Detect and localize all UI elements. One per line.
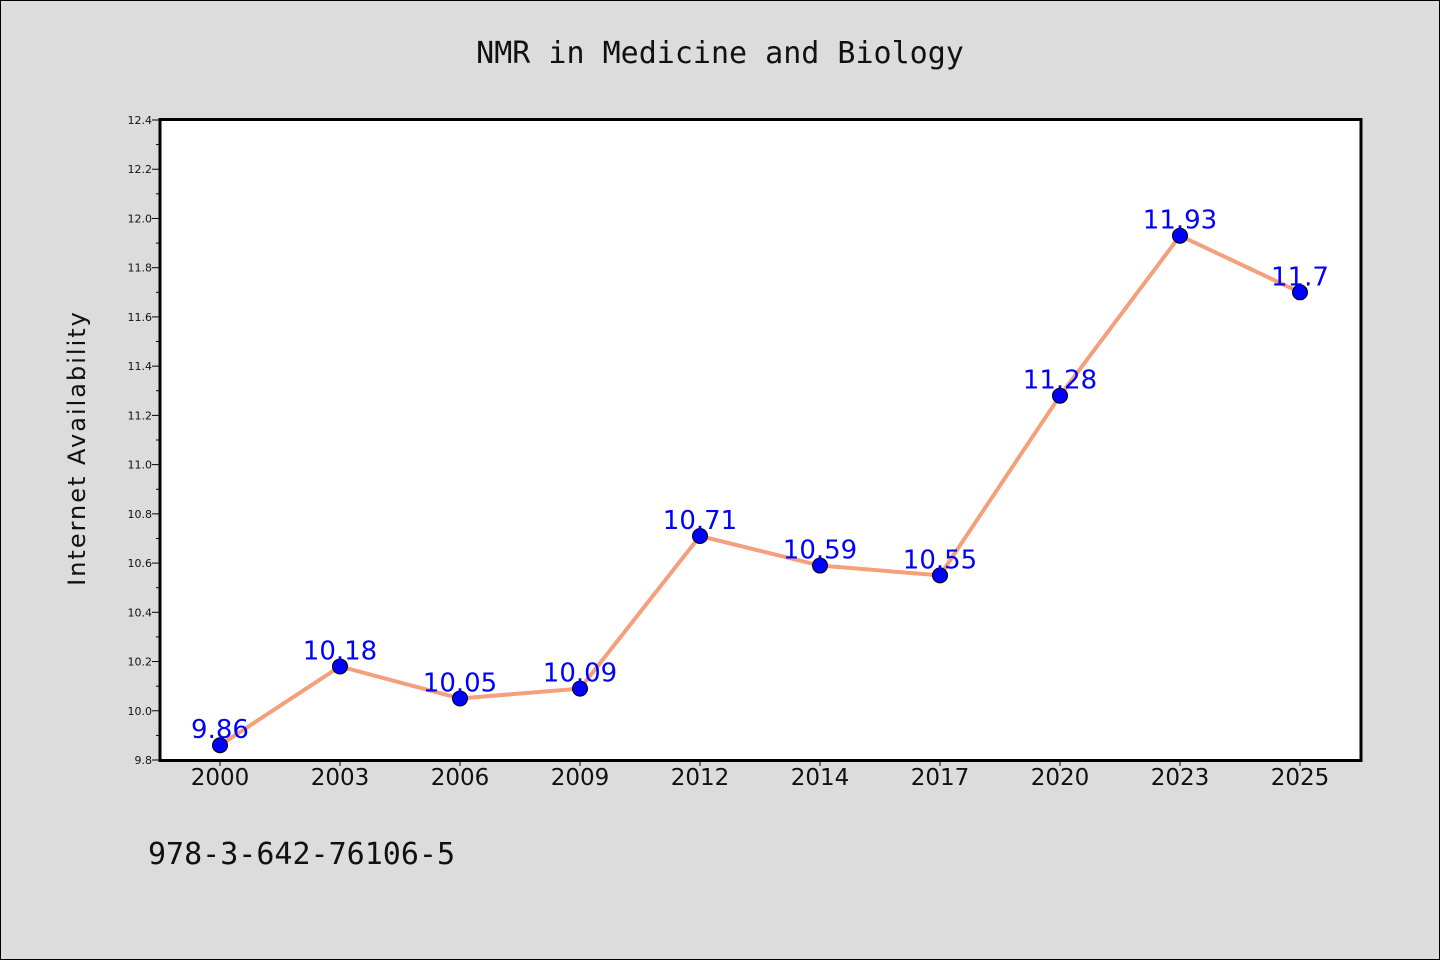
y-tick-label: 10.8 xyxy=(128,508,153,521)
y-tick-label: 10.6 xyxy=(128,557,153,570)
data-point xyxy=(1292,284,1308,301)
x-tick-label: 2020 xyxy=(1031,765,1090,791)
y-tick-label: 11.0 xyxy=(128,459,153,472)
data-point xyxy=(332,658,348,675)
y-tick-label: 10.2 xyxy=(128,656,153,669)
x-tick-label: 2023 xyxy=(1151,765,1210,791)
y-axis-ticks: 9.8 10.0 10.2 10.4 10.6 10.8 11.0 11.2 11.4 11.6 1… xyxy=(128,114,160,767)
x-tick-label: 2014 xyxy=(791,765,850,791)
y-tick-label: 9.8 xyxy=(135,754,153,767)
x-tick-label: 2006 xyxy=(431,765,490,791)
x-tick-label: 2025 xyxy=(1271,765,1330,791)
data-label: 10.55 xyxy=(903,545,977,575)
x-tick-label: 2017 xyxy=(911,765,970,791)
data-point xyxy=(692,528,708,544)
data-label: 10.59 xyxy=(783,536,857,566)
series-line-group xyxy=(218,233,1301,747)
y-tick-label: 11.8 xyxy=(128,262,153,275)
y-tick-label: 11.4 xyxy=(128,360,153,373)
data-label: 11.93 xyxy=(1143,206,1217,236)
x-tick-label: 2012 xyxy=(671,765,730,791)
data-label: 10.05 xyxy=(423,668,497,698)
x-axis-ticks: 2000 2003 2006 2009 2012 2014 2017 2020 2023 2025 xyxy=(191,760,1330,791)
data-point xyxy=(1052,387,1068,404)
data-label: 9.86 xyxy=(191,715,249,745)
y-tick-label: 12.0 xyxy=(128,212,153,225)
data-points xyxy=(212,227,1308,754)
y-tick-label: 10.4 xyxy=(128,606,153,619)
x-tick-label: 2009 xyxy=(551,765,610,791)
data-point xyxy=(212,737,228,754)
data-point xyxy=(452,690,468,707)
data-point xyxy=(572,680,588,697)
chart-title: NMR in Medicine and Biology xyxy=(476,36,964,71)
data-labels: 9.86 10.18 10.05 10.09 10.71 10.59 10.55 11.28 1… xyxy=(191,206,1329,746)
data-point xyxy=(812,557,828,574)
data-label: 10.18 xyxy=(303,636,377,666)
y-tick-label: 11.2 xyxy=(128,409,153,422)
y-tick-label: 12.2 xyxy=(128,163,153,176)
data-point xyxy=(932,567,948,584)
data-label: 10.09 xyxy=(543,659,617,689)
x-tick-label: 2003 xyxy=(311,765,370,791)
isbn-footer: 978-3-642-76106-5 xyxy=(148,837,455,872)
plot-area xyxy=(158,118,1363,762)
y-tick-label: 11.6 xyxy=(128,311,153,324)
series-line xyxy=(218,233,1301,747)
data-point xyxy=(1172,227,1188,244)
x-tick-label: 2000 xyxy=(191,765,250,791)
data-label: 11.7 xyxy=(1271,262,1329,292)
y-tick-label: 12.4 xyxy=(128,114,153,127)
y-axis-label: Internet Availability xyxy=(63,310,91,586)
data-label: 11.28 xyxy=(1023,366,1097,396)
data-label: 10.71 xyxy=(663,506,737,536)
y-tick-label: 10.0 xyxy=(128,705,153,718)
